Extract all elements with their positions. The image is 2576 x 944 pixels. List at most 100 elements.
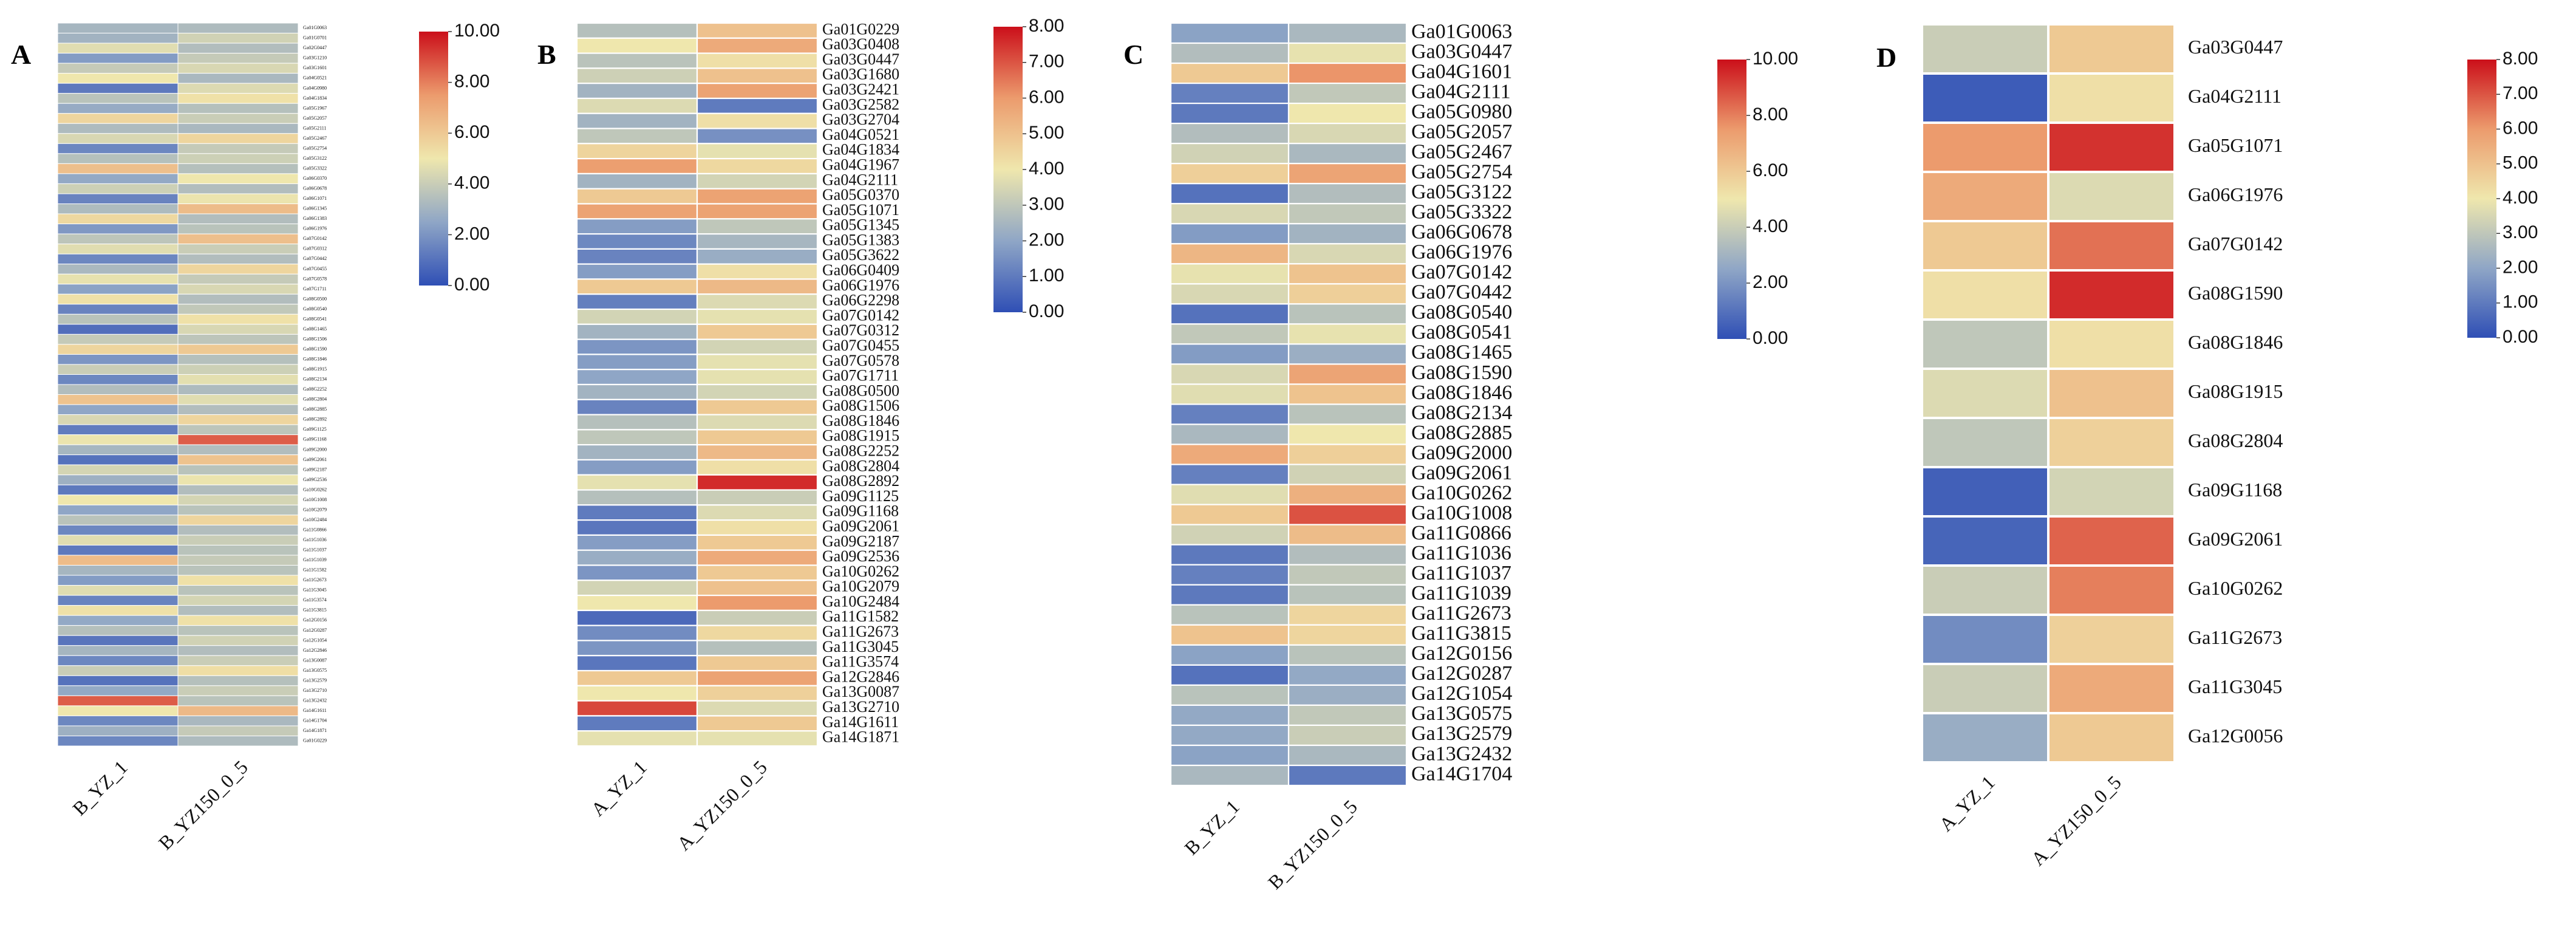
heatmap-cell: [57, 143, 179, 154]
gene-row-label: Ga10G2079: [822, 578, 899, 595]
heatmap-cell: [1170, 143, 1290, 165]
heatmap-cell: [576, 549, 698, 566]
heatmap-cell: [177, 93, 299, 104]
heatmap-cell: [177, 494, 299, 505]
heatmap-cell: [1287, 604, 1408, 626]
heatmap-cell: [576, 83, 698, 100]
gene-row-label: Ga04G0521: [822, 126, 899, 143]
heatmap-cell: [177, 665, 299, 676]
gene-row-label: Ga11G1037: [303, 547, 327, 553]
gene-row-label: Ga05G3622: [822, 246, 899, 264]
gene-row-label: Ga08G1846: [303, 357, 327, 362]
gene-row-label: Ga08G1590: [2188, 282, 2283, 304]
heatmap-cell: [177, 464, 299, 476]
heatmap-cell: [57, 645, 179, 656]
heatmap-cell: [177, 474, 299, 485]
heatmap-cell: [57, 665, 179, 676]
heatmap-cell: [1170, 263, 1290, 285]
heatmap-cell: [2047, 121, 2176, 173]
gene-row-label: Ga11G1036: [303, 537, 327, 542]
heatmap-cell: [177, 484, 299, 496]
heatmap-cell: [177, 544, 299, 556]
heatmap-cell: [696, 534, 819, 551]
gene-row-label: Ga04G1967: [822, 156, 899, 173]
gene-row-label: Ga09G2000: [1411, 442, 1512, 464]
heatmap-cell: [696, 37, 819, 54]
heatmap-cell: [1287, 544, 1408, 566]
heatmap-cell: [57, 53, 179, 64]
heatmap-cell: [576, 504, 698, 521]
gene-row-label: Ga09G2061: [1411, 462, 1512, 484]
gene-row-label: Ga11G1036: [1411, 542, 1511, 564]
heatmap-cell: [177, 163, 299, 174]
gene-row-label: Ga13G2710: [822, 698, 899, 716]
heatmap-cell: [177, 675, 299, 686]
heatmap-cell: [696, 203, 819, 220]
heatmap-cell: [576, 414, 698, 431]
gene-row-label: Ga08G2252: [303, 386, 327, 392]
gene-row-label: Ga06G1976: [822, 276, 899, 294]
heatmap-cell: [57, 374, 179, 385]
colorbar-tick-label: 6.00: [1753, 160, 1788, 180]
heatmap-cell: [576, 459, 698, 476]
gene-row-label: Ga12G0287: [1411, 662, 1512, 685]
heatmap-cell: [57, 133, 179, 144]
heatmap-cell: [696, 248, 819, 265]
heatmap-cell: [1921, 564, 2050, 616]
heatmap-cell: [177, 695, 299, 706]
heatmap-cell: [177, 304, 299, 315]
colorbar-tick-label: 6.00: [2503, 118, 2538, 138]
gene-row-label: Ga07G1711: [822, 367, 899, 385]
heatmap-cell: [1170, 463, 1290, 485]
heatmap-cell: [57, 333, 179, 345]
heatmap-cell: [57, 474, 179, 485]
gene-row-label: Ga05G1071: [822, 201, 899, 219]
heatmap-cell: [57, 293, 179, 305]
heatmap-cell: [177, 273, 299, 285]
column-label: A_YZ_1: [587, 756, 651, 820]
gene-row-label: Ga05G1345: [822, 216, 899, 234]
heatmap-cell: [177, 535, 299, 546]
heatmap-cell: [696, 158, 819, 175]
heatmap-cell: [57, 204, 179, 214]
heatmap-cell: [696, 128, 819, 145]
heatmap-cell: [1170, 443, 1290, 465]
gene-row-label: Ga08G2252: [822, 442, 899, 460]
heatmap-cell: [57, 454, 179, 465]
colorbar-tick-label: 3.00: [2503, 222, 2538, 242]
heatmap-cell: [1287, 283, 1408, 305]
heatmap-cell: [57, 193, 179, 205]
heatmap-cell: [57, 635, 179, 646]
gene-row-label: Ga05G3122: [1411, 181, 1512, 204]
gene-row-label: Ga05G3322: [303, 165, 327, 171]
heatmap-cell: [1921, 220, 2050, 272]
gene-row-label: Ga01G0229: [822, 20, 899, 38]
heatmap-cell: [1287, 223, 1408, 245]
gene-row-label: Ga12G0056: [2188, 725, 2283, 747]
colorbar-tick-label: 0.00: [1029, 301, 1064, 321]
heatmap-cell: [177, 224, 299, 234]
heatmap-cell: [1287, 383, 1408, 405]
gene-row-label: Ga05G2111: [303, 125, 327, 131]
heatmap-cell: [1287, 624, 1408, 646]
heatmap-cell: [57, 494, 179, 505]
panel-letter: C: [1123, 39, 1143, 70]
heatmap-cell: [57, 213, 179, 225]
heatmap-cell: [57, 364, 179, 375]
heatmap-cell: [177, 555, 299, 566]
gene-row-label: Ga12G1054: [1411, 682, 1512, 705]
gene-row-label: Ga09G1168: [822, 502, 899, 520]
heatmap-cell: [177, 434, 299, 445]
heatmap-cell: [576, 594, 698, 611]
gene-row-label: Ga11G2673: [822, 623, 899, 640]
gene-row-label: Ga08G2885: [303, 406, 327, 412]
gene-row-label: Ga08G0541: [303, 316, 327, 321]
heatmap-cell: [1170, 744, 1290, 767]
heatmap-cell: [57, 575, 179, 586]
heatmap-cell: [177, 63, 299, 74]
heatmap-cell: [1170, 584, 1290, 606]
gene-row-label: Ga03G1601: [303, 65, 327, 70]
gene-row-label: Ga09G2187: [303, 467, 327, 472]
heatmap-cell: [696, 580, 819, 597]
column-label: B_YZ_1: [68, 756, 132, 819]
